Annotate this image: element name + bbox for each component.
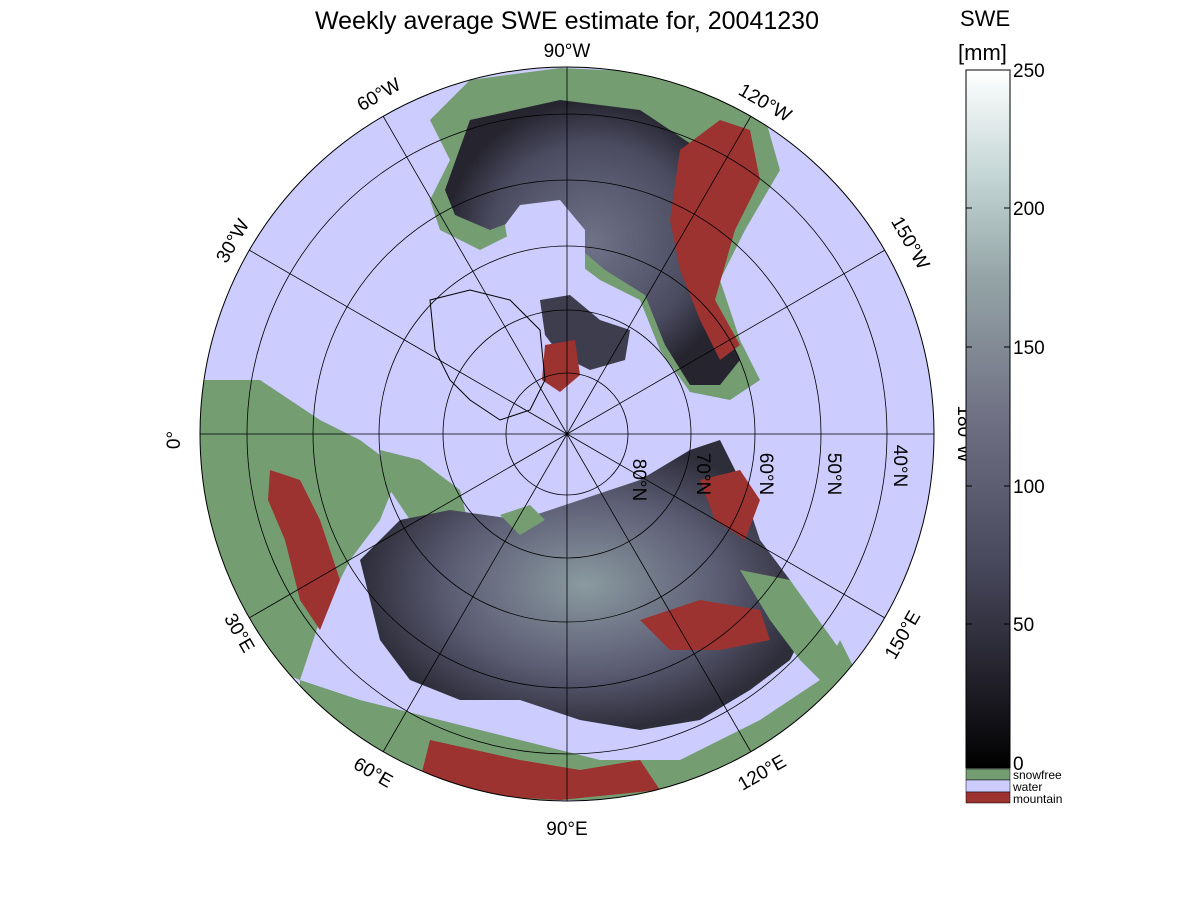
lon-label-90e: 90°E (546, 819, 587, 840)
legend-label-snowfree: snowfree (1013, 768, 1062, 782)
colorbar: 250 200 150 100 50 0 snowfree water moun… (965, 61, 1062, 806)
lat-label-60n: 60°N (755, 453, 776, 495)
colorbar-label-unit: [mm] (958, 40, 1007, 65)
meridians (200, 67, 934, 801)
lon-label-150w: 150°W (886, 213, 933, 273)
colorbar-label-swe: SWE (960, 6, 1011, 31)
map-body (200, 67, 934, 801)
baffin-mountain (542, 340, 580, 392)
lat-label-50n: 50°N (823, 453, 844, 495)
lat-label-70n: 70°N (692, 453, 713, 495)
hudson-bay (505, 200, 585, 300)
rocky-mountains (670, 120, 760, 360)
lat-label-40n: 40°N (889, 445, 910, 487)
central-asia-mountain (420, 740, 660, 800)
greenland-outline (429, 289, 546, 421)
lon-label-0: 0° (164, 431, 185, 449)
lon-label-150e: 150°E (881, 607, 925, 663)
colorbar-ticks (966, 69, 1010, 764)
novaya-zemlya (500, 505, 545, 535)
colorbar-gradient (965, 69, 1011, 769)
legend-label-mountain: mountain (1013, 792, 1062, 806)
north-america-snow (445, 100, 740, 385)
colorbar-tick-0: 0 (1013, 754, 1024, 775)
colorbar-tick-150: 150 (1013, 338, 1045, 359)
legend-swatch-snowfree (965, 768, 1011, 781)
colorbar-tick-100: 100 (1013, 477, 1045, 498)
siberian-mountain (640, 600, 770, 650)
eurasia-snow (360, 440, 810, 730)
legend-swatch-mountain (965, 791, 1011, 804)
map-border (199, 66, 935, 802)
lon-label-120e: 120°E (734, 751, 790, 795)
lon-label-90w: 90°W (544, 41, 591, 62)
map-title: Weekly average SWE estimate for, 2004123… (315, 7, 819, 35)
lon-label-60e: 60°E (350, 754, 396, 793)
colorbar-tick-250: 250 (1013, 61, 1045, 82)
colorbar-tick-200: 200 (1013, 199, 1045, 220)
east-siberia-mountain (700, 470, 760, 540)
far-east-land (740, 570, 840, 690)
lat-label-80n: 80°N (628, 459, 649, 501)
colorbar-tick-50: 50 (1013, 615, 1034, 636)
alps-mountain (268, 470, 340, 630)
legend-swatch-water (965, 779, 1011, 793)
legend-label-water: water (1012, 780, 1042, 794)
